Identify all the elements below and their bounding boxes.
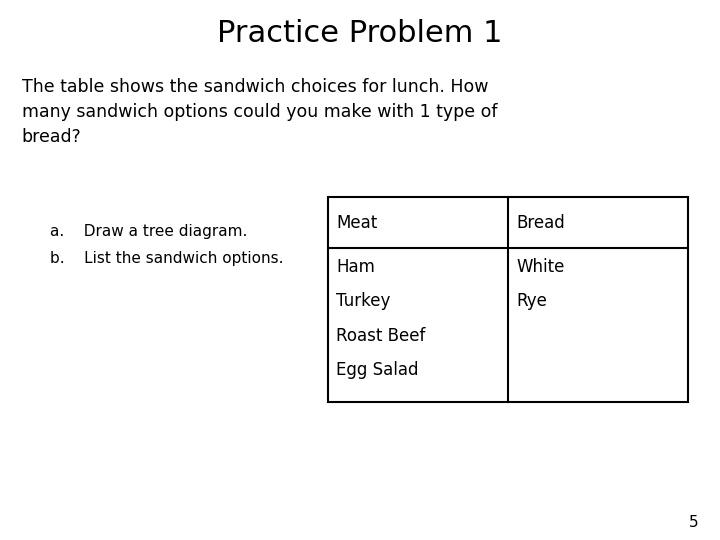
Text: White: White (516, 258, 564, 276)
Bar (328, 197, 688, 402)
Text: Meat: Meat (336, 214, 377, 232)
Text: a.    Draw a tree diagram.: a. Draw a tree diagram. (50, 224, 248, 239)
Text: Roast Beef: Roast Beef (336, 327, 426, 345)
Text: Egg Salad: Egg Salad (336, 361, 419, 379)
Text: Ham: Ham (336, 258, 375, 276)
Text: b.    List the sandwich options.: b. List the sandwich options. (50, 251, 284, 266)
Text: The table shows the sandwich choices for lunch. How
many sandwich options could : The table shows the sandwich choices for… (22, 78, 497, 146)
Text: Turkey: Turkey (336, 292, 391, 310)
Text: Practice Problem 1: Practice Problem 1 (217, 19, 503, 48)
Text: Rye: Rye (516, 292, 547, 310)
Text: Bread: Bread (516, 214, 565, 232)
Text: 5: 5 (689, 515, 698, 530)
